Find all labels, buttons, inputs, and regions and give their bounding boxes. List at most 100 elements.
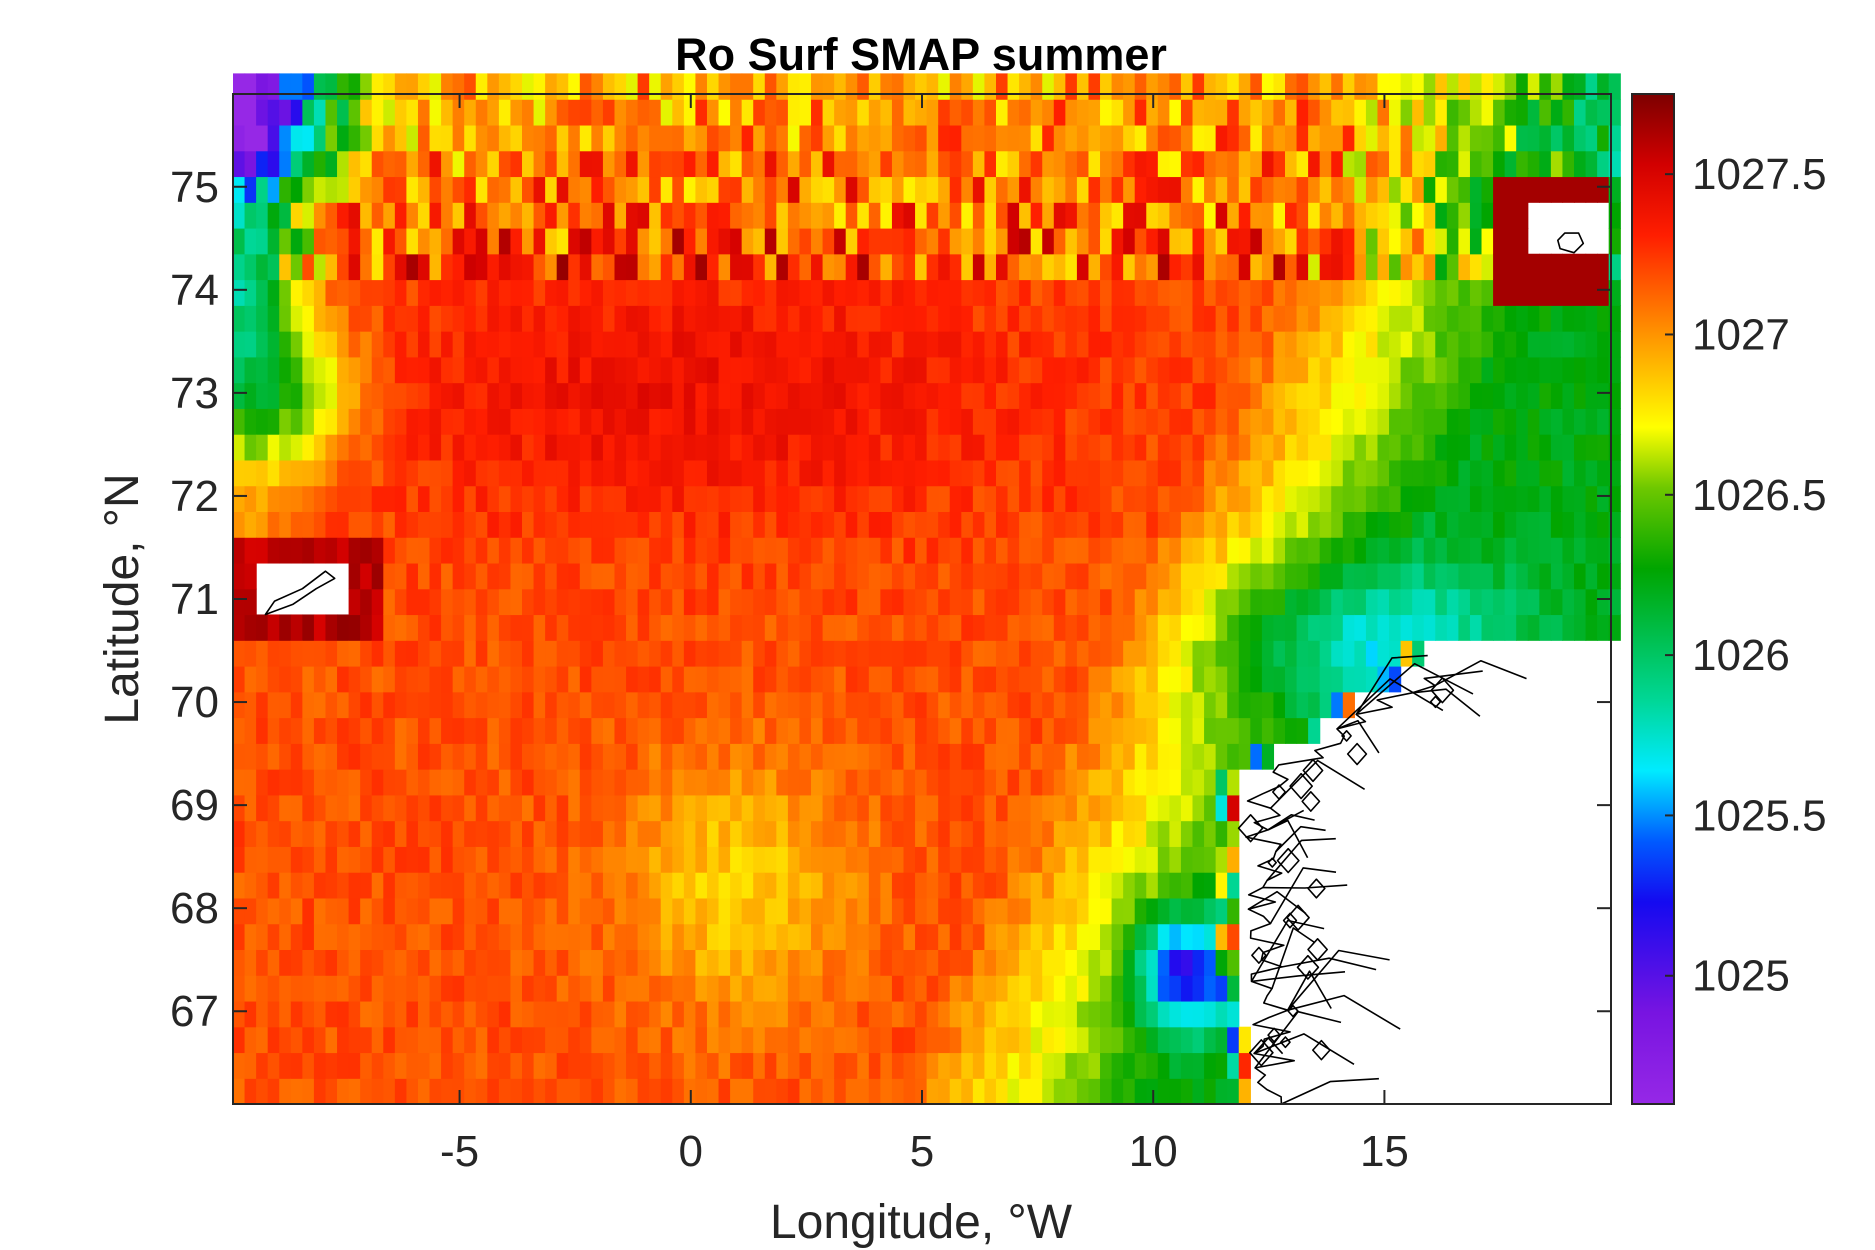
heatmap-cell	[464, 382, 477, 409]
heatmap-cell	[706, 279, 720, 306]
heatmap-cell	[1042, 1078, 1055, 1105]
heatmap-cell	[522, 588, 535, 616]
heatmap-cell	[741, 588, 754, 616]
heatmap-cell	[660, 537, 673, 564]
heatmap-cell	[649, 1078, 662, 1105]
heatmap-cell	[1273, 665, 1286, 693]
heatmap-cell	[1469, 537, 1483, 564]
heatmap-cell	[1458, 459, 1471, 487]
heatmap-cell	[371, 1052, 384, 1079]
heatmap-cell	[591, 665, 604, 693]
heatmap-cell	[1204, 562, 1217, 590]
heatmap-cell	[406, 176, 419, 203]
heatmap-cell	[764, 846, 777, 873]
heatmap-cell	[302, 408, 315, 435]
heatmap-cell	[614, 562, 627, 590]
heatmap-cell	[695, 124, 708, 152]
heatmap-cell	[1146, 305, 1159, 332]
heatmap-cell	[961, 1052, 974, 1079]
heatmap-cell	[1227, 640, 1240, 667]
heatmap-cell	[868, 588, 881, 616]
heatmap-cell	[938, 99, 951, 126]
heatmap-cell	[1261, 408, 1275, 435]
heatmap-cell	[1088, 1026, 1101, 1054]
heatmap-cell	[1389, 99, 1402, 126]
heatmap-cell	[660, 691, 673, 719]
heatmap-cell	[256, 923, 269, 951]
heatmap-cell	[1146, 691, 1159, 719]
heatmap-cell	[475, 408, 488, 435]
heatmap-cell	[383, 1000, 396, 1028]
heatmap-cell	[1111, 743, 1124, 770]
heatmap-cell	[695, 1052, 708, 1079]
heatmap-cell	[1308, 176, 1321, 203]
heatmap-cell	[383, 279, 396, 306]
heatmap-cell	[522, 537, 535, 564]
heatmap-cell	[1516, 356, 1529, 384]
heatmap-cell	[1169, 640, 1182, 667]
heatmap-cell	[371, 717, 384, 744]
heatmap-cell	[464, 743, 477, 770]
heatmap-cell	[660, 1000, 673, 1028]
heatmap-cell	[556, 588, 569, 616]
heatmap-cell	[360, 331, 373, 358]
heatmap-cell	[1458, 150, 1471, 178]
heatmap-cell	[660, 897, 673, 925]
heatmap-cell	[1215, 73, 1228, 100]
heatmap-cell	[267, 897, 280, 925]
heatmap-cell	[475, 1000, 488, 1028]
heatmap-cell	[302, 640, 315, 667]
heatmap-cell	[452, 614, 465, 641]
heatmap-cell	[233, 305, 246, 332]
heatmap-cell	[1088, 73, 1101, 100]
coastal-island-outline	[1302, 758, 1324, 783]
heatmap-cell	[1169, 1052, 1182, 1079]
heatmap-cell	[995, 511, 1009, 538]
heatmap-cell	[706, 743, 720, 770]
heatmap-cell	[1030, 73, 1043, 100]
heatmap-cell	[995, 202, 1009, 229]
heatmap-cell	[1516, 434, 1529, 461]
heatmap-cell	[1042, 202, 1055, 229]
heatmap-cell	[1030, 1052, 1043, 1079]
heatmap-cell	[672, 124, 685, 152]
heatmap-cell	[868, 640, 881, 667]
heatmap-cell	[1030, 511, 1043, 538]
heatmap-cell	[787, 485, 801, 512]
heatmap-cell	[1446, 176, 1459, 203]
heatmap-cell	[1065, 1078, 1078, 1105]
heatmap-cell	[1076, 846, 1090, 873]
heatmap-cell	[394, 846, 408, 873]
heatmap-cell	[626, 382, 639, 409]
heatmap-cell	[1123, 124, 1136, 152]
heatmap-cell	[325, 769, 338, 796]
heatmap-cell	[949, 537, 962, 564]
heatmap-cell	[360, 485, 373, 512]
heatmap-cell	[1527, 331, 1540, 358]
heatmap-cell	[1146, 331, 1159, 358]
heatmap-cell	[452, 459, 465, 487]
heatmap-cell	[1342, 562, 1355, 590]
heatmap-cell	[822, 434, 835, 461]
heatmap-cell	[1377, 356, 1390, 384]
heatmap-cell	[1400, 305, 1413, 332]
heatmap-cell	[903, 1052, 916, 1079]
heatmap-cell	[787, 150, 801, 178]
heatmap-cell	[233, 949, 246, 976]
heatmap-cell	[799, 124, 812, 152]
heatmap-cell	[313, 769, 327, 796]
heatmap-cell	[1065, 588, 1078, 616]
heatmap-cell	[903, 1026, 916, 1054]
heatmap-cell	[926, 588, 939, 616]
heatmap-cell	[1227, 769, 1240, 796]
heatmap-cell	[799, 176, 812, 203]
heatmap-cell	[1527, 614, 1540, 641]
heatmap-cell	[1574, 434, 1587, 461]
heatmap-cell	[383, 1026, 396, 1054]
heatmap-cell	[591, 897, 604, 925]
heatmap-cell	[267, 769, 280, 796]
heatmap-cell	[961, 485, 974, 512]
heatmap-cell	[1169, 562, 1182, 590]
heatmap-cell	[1481, 562, 1494, 590]
heatmap-cell	[487, 485, 500, 512]
